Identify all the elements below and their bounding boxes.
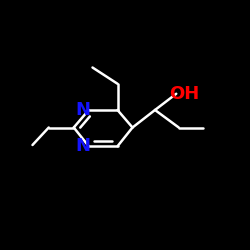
Text: N: N [76,101,91,119]
Text: N: N [76,137,91,155]
Text: OH: OH [169,85,200,103]
